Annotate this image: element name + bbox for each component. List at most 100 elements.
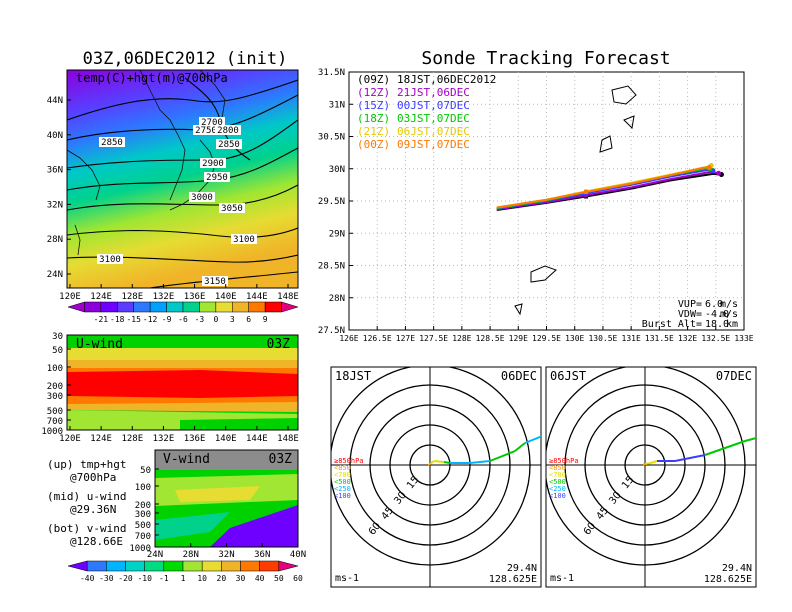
map-label: temp(C)+hgt(m)@700hPa [76, 71, 228, 85]
param-unit: km [726, 319, 738, 330]
layer-legend-label: <500 [549, 478, 566, 486]
wind-colorbar-swatch [278, 560, 299, 572]
panel-notes: (up) tmp+hgt@700hPa (mid) u-wind@29.36N (b… [47, 458, 126, 548]
map-x-tick-label: 140E [215, 292, 237, 302]
track-x-tick-label: 128.5E [476, 334, 505, 343]
param-unit: m/s [720, 309, 738, 320]
v-x-tick-label: 32N [218, 550, 234, 560]
layer-legend-label: ≥850hPa [334, 457, 364, 465]
param-label: VUP= [678, 299, 702, 310]
hodograph-segment [775, 429, 792, 433]
track-x-tick-label: 133E [734, 334, 753, 343]
map-x-tick-label: 136E [184, 292, 206, 302]
contour-label-bg [231, 234, 257, 244]
contour-label: 2850 [101, 138, 123, 148]
map-y-tick-label: 32N [47, 200, 63, 210]
contour-label: 2750 [195, 126, 217, 136]
u-wind-time: 03Z [267, 337, 291, 352]
track-x-ticks: 126E 126.5E 127E 127.5E 128E 128.5E 129E 129.5E… [339, 326, 754, 343]
u-x-tick-label: 128E [121, 434, 143, 444]
track-y-tick-label: 27.5N [318, 326, 345, 336]
hodograph-rings [546, 367, 792, 587]
hodograph-lat: 29.4N [507, 563, 537, 574]
v-wind-band-purple [210, 505, 298, 547]
legend-series-label: 03JST,07DEC [397, 112, 470, 125]
colorbar-label: -18 [110, 315, 125, 324]
legend-series-label: 00JST,07DEC [397, 99, 470, 112]
track-parameters: VUP= 6.0m/s VDW= -4.0m/s Burst Alt= 18.0km [642, 299, 738, 330]
map-y-tick-label: 24N [47, 270, 63, 280]
map-x-tick-label: 120E [59, 292, 81, 302]
map-x-ticks: 120E 124E 128E 132E 136E 140E 144E 148E [59, 284, 299, 302]
v-x-tick-label: 36N [254, 550, 270, 560]
v-x-ticks: 24N 28N 32N 36N 40N [147, 543, 306, 560]
v-wind-band-yellow [175, 486, 260, 502]
u-y-tick-label: 700 [47, 417, 63, 427]
map-x-tick-label: 148E [277, 292, 299, 302]
track-y-tick-label: 31.5N [318, 68, 345, 78]
legend-series-label: 09JST,07DEC [397, 138, 470, 151]
colorbar-swatch [264, 301, 282, 313]
colorbar-swatch [100, 301, 118, 313]
map-y-ticks: 44N 40N 36N 32N 28N 24N [47, 96, 71, 280]
colorbar-swatch [117, 301, 134, 313]
wind-colorbar-label: -10 [137, 574, 152, 583]
map-y-tick-label: 44N [47, 96, 63, 106]
hodograph-time: 06JST [550, 369, 586, 383]
v-wind-missing-band [155, 450, 298, 470]
track-x-tick-label: 129.5E [532, 334, 561, 343]
track-x-tick-label: 131E [622, 334, 641, 343]
track-x-tick-label: 127E [396, 334, 415, 343]
wind-colorbar-swatch [259, 560, 280, 572]
map-frame [66, 69, 299, 289]
layer-legend-label: <100 [334, 492, 351, 500]
hodograph-segment [433, 460, 445, 463]
hodograph-segment [642, 463, 646, 466]
track-y-tick-label: 29.5N [318, 197, 345, 207]
track-x-tick-label: 127.5E [419, 334, 448, 343]
v-wind-time: 03Z [269, 452, 293, 467]
contour-label-bg [200, 158, 226, 168]
v-x-tick-label: 24N [147, 550, 163, 560]
map-y-tick-label: 28N [47, 235, 63, 245]
hodograph-segment [469, 460, 491, 464]
wind-colorbar-label: -30 [99, 574, 114, 583]
track-x-tick-label: 130.5E [588, 334, 617, 343]
colorbar-swatch [133, 301, 151, 313]
param-value: -4.0 [705, 309, 729, 320]
hodograph-rings [331, 367, 541, 587]
u-y-tick-label: 50 [52, 346, 63, 356]
note-key: (bot) v-wind [47, 522, 126, 535]
colorbar-label: 6 [246, 315, 251, 324]
track-line [496, 166, 709, 209]
hodograph-time: 18JST [335, 369, 371, 383]
wind-colorbar-label: 40 [255, 574, 265, 583]
hodograph-segment [674, 454, 706, 462]
hodograph-lon: 128.625E [704, 574, 752, 585]
track-x-tick-label: 131.5E [645, 334, 674, 343]
v-wind-label: V-wind [163, 452, 210, 467]
u-x-tick-label: 132E [153, 434, 175, 444]
contour-label-bg [204, 172, 230, 182]
wind-colorbar: -40 -30 -20 -10 -1 1 10 20 30 40 50 60 [67, 560, 303, 583]
v-y-tick-label: 300 [135, 510, 151, 520]
wind-colorbar-label: 60 [293, 574, 303, 583]
wind-colorbar-label: -1 [159, 574, 169, 583]
param-label: Burst Alt= [642, 319, 702, 330]
wind-colorbar-swatch [125, 560, 145, 572]
u-y-tick-label: 30 [52, 332, 63, 342]
legend-series-name: (18Z) [357, 112, 390, 125]
hodograph-segment [427, 463, 431, 466]
u-x-tick-label: 144E [246, 434, 268, 444]
colorbar-label: 0 [213, 315, 218, 324]
v-y-tick-label: 500 [135, 521, 151, 531]
wind-colorbar-swatch [163, 560, 184, 572]
contour-label: 3150 [204, 277, 226, 287]
track-endpoint [716, 170, 722, 176]
wind-colorbar-label: 10 [197, 574, 207, 583]
v-y-tick-label: 200 [135, 501, 151, 511]
